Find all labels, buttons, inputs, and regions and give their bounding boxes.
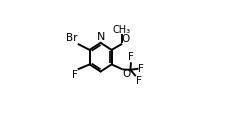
Text: F: F [138,64,144,74]
Text: N: N [96,32,104,42]
Text: O: O [121,34,129,44]
Text: F: F [72,70,77,80]
Text: F: F [127,53,133,62]
Text: CH₃: CH₃ [112,25,131,35]
Text: F: F [135,76,141,86]
Text: Br: Br [66,34,77,43]
Text: O: O [122,69,130,79]
